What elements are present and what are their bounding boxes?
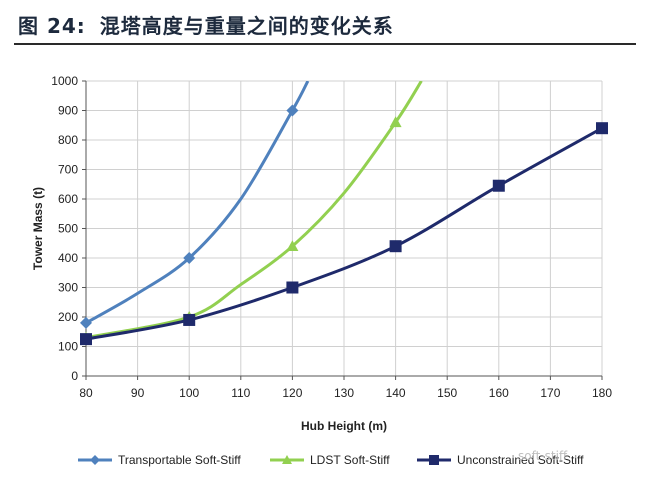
x-tick-label: 130 <box>334 386 354 400</box>
y-tick-label: 1000 <box>51 74 78 88</box>
data-point-transportable-soft-stiff <box>286 104 299 117</box>
x-tick-label: 160 <box>489 386 509 400</box>
legend-label-unconstrained-soft-stiff: Unconstrained Soft-Stiff <box>457 453 584 467</box>
x-tick-label: 140 <box>386 386 406 400</box>
y-axis-title: Tower Mass (t) <box>31 187 45 270</box>
x-tick-label: 110 <box>231 386 250 400</box>
legend-marker-ldst-soft-stiff <box>282 455 292 464</box>
x-tick-label: 170 <box>540 386 560 400</box>
series-line-ldst-soft-stiff <box>86 81 423 340</box>
data-point-transportable-soft-stiff <box>183 252 196 264</box>
watermark-text: soft-stiff <box>518 449 568 463</box>
series-line-unconstrained-soft-stiff <box>86 126 602 341</box>
data-point-unconstrained-soft-stiff <box>492 179 505 192</box>
data-point-unconstrained-soft-stiff <box>80 333 92 346</box>
y-tick-label: 300 <box>58 281 78 295</box>
data-point-ldst-soft-stiff <box>286 240 299 251</box>
figure-title-text: 混塔高度与重量之间的变化关系 <box>99 14 394 38</box>
x-tick-label: 90 <box>131 386 145 400</box>
legend-label-ldst-soft-stiff: LDST Soft-Stiff <box>310 453 390 467</box>
y-tick-label: 900 <box>58 104 78 118</box>
axis-labels: 0 100 200 300 400 500 600 700 800 900 1000 80 90 100 1… <box>31 74 612 433</box>
data-point-transportable-soft-stiff <box>80 316 92 329</box>
data-point-unconstrained-soft-stiff <box>596 122 608 135</box>
x-axis-title: Hub Height (m) <box>301 419 387 433</box>
data-point-unconstrained-soft-stiff <box>183 313 196 326</box>
axes <box>82 80 603 380</box>
y-tick-label: 600 <box>58 192 78 206</box>
x-tick-label: 150 <box>437 386 457 400</box>
y-tick-label: 100 <box>58 340 78 354</box>
y-tick-label: 400 <box>58 251 78 265</box>
series-line-transportable-soft-stiff <box>86 81 310 325</box>
y-tick-label: 0 <box>71 369 78 383</box>
figure-number: 图 24: <box>18 14 86 38</box>
legend-marker-unconstrained-soft-stiff <box>429 455 439 465</box>
tower-mass-chart: 0 100 200 300 400 500 600 700 800 900 1000 80 90 100 1… <box>31 74 612 467</box>
data-point-unconstrained-soft-stiff <box>389 240 402 253</box>
legend-marker-transportable-soft-stiff <box>90 455 100 465</box>
data-point-unconstrained-soft-stiff <box>286 281 299 294</box>
legend-label-transportable-soft-stiff: Transportable Soft-Stiff <box>118 453 241 467</box>
series-markers <box>80 104 608 346</box>
data-point-ldst-soft-stiff <box>389 116 402 128</box>
x-tick-label: 80 <box>79 386 93 400</box>
gridlines <box>86 80 603 376</box>
figure-header: 图 24: 混塔高度与重量之间的变化关系 <box>0 0 648 48</box>
y-tick-label: 800 <box>58 133 78 147</box>
y-tick-label: 700 <box>58 163 78 177</box>
x-tick-label: 180 <box>592 386 612 400</box>
x-tick-label: 100 <box>179 386 199 400</box>
x-tick-label: 120 <box>282 386 302 400</box>
y-tick-label: 200 <box>58 310 78 324</box>
y-tick-label: 500 <box>58 222 78 236</box>
figure-title: 图 24: 混塔高度与重量之间的变化关系 <box>18 10 394 39</box>
legend: Transportable Soft-Stiff LDST Soft-Stiff U… <box>78 453 584 467</box>
header-rule <box>14 43 636 45</box>
